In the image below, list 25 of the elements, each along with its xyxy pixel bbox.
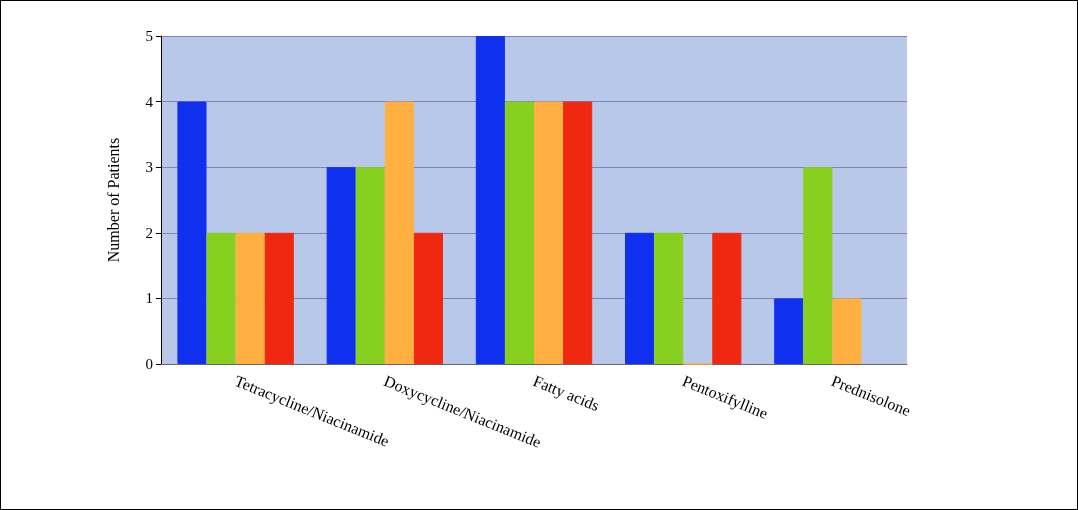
bar xyxy=(563,101,593,364)
bar xyxy=(264,232,294,364)
bar xyxy=(177,101,207,364)
y-tick-label: 2 xyxy=(145,224,153,241)
bar xyxy=(774,298,804,364)
bar xyxy=(475,36,505,364)
bar xyxy=(326,167,356,364)
bar xyxy=(534,101,564,364)
bar xyxy=(504,101,534,364)
y-tick-label: 0 xyxy=(145,356,153,372)
y-tick-label: 5 xyxy=(145,28,153,44)
bar xyxy=(235,232,265,364)
y-tick-label: 1 xyxy=(145,290,153,307)
bar xyxy=(625,232,655,364)
bar xyxy=(206,232,236,364)
bar xyxy=(654,232,684,364)
bar xyxy=(803,167,833,364)
bar xyxy=(712,232,742,364)
bar xyxy=(384,101,414,364)
bar xyxy=(355,167,385,364)
y-tick-label: 4 xyxy=(145,93,154,110)
bar xyxy=(832,298,862,364)
y-tick-label: 3 xyxy=(145,159,153,176)
bar xyxy=(413,232,443,364)
y-axis-title: Number of Patients xyxy=(104,137,122,263)
